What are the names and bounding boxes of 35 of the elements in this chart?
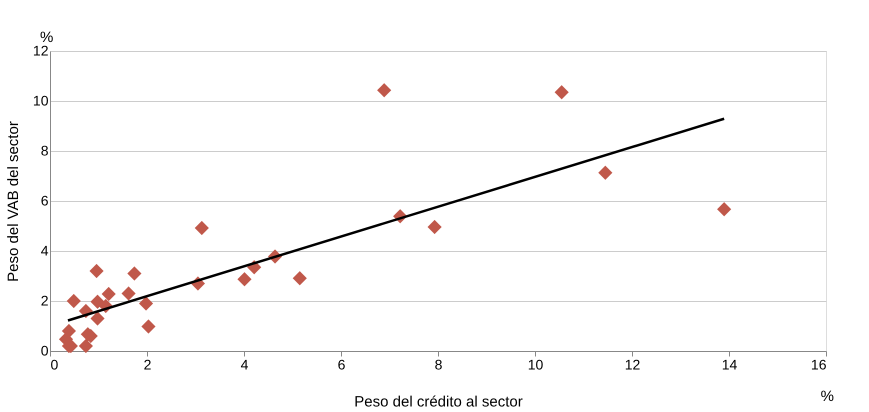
- point: [554, 85, 569, 100]
- point: [90, 311, 105, 326]
- point: [66, 294, 81, 308]
- point: [90, 294, 105, 309]
- point: [141, 319, 156, 334]
- point: [237, 272, 252, 286]
- x-tick-label: 6: [338, 356, 346, 372]
- point: [102, 286, 116, 302]
- y-tick-label: 10: [32, 92, 49, 108]
- x-tick-label: 4: [240, 356, 249, 372]
- y-tick-label: 6: [40, 192, 49, 208]
- y-tick-label: 8: [40, 142, 49, 158]
- point: [194, 220, 209, 236]
- y-tick-label: 2: [40, 292, 49, 308]
- point: [127, 266, 142, 281]
- point: [89, 264, 104, 278]
- point: [138, 296, 154, 311]
- point: [717, 202, 732, 216]
- point: [292, 271, 307, 286]
- x-tick-label: 10: [528, 356, 544, 372]
- point: [377, 83, 392, 98]
- y-axis-title: Peso del VAB del sector: [4, 121, 22, 282]
- point: [598, 166, 612, 180]
- point: [78, 338, 93, 354]
- x-axis-title: Peso del crédito al sector: [354, 394, 523, 410]
- y-tick-label: 0: [40, 342, 49, 358]
- x-tick-label: 16: [810, 356, 827, 372]
- x-tick-label: 12: [624, 356, 640, 372]
- x-tick-label: 8: [434, 356, 443, 372]
- point: [122, 286, 136, 301]
- point: [428, 220, 442, 234]
- x-tick-label: 14: [722, 356, 738, 372]
- x-tick-label: 2: [144, 356, 152, 372]
- text: %: [820, 388, 834, 405]
- y-tick-label: 4: [40, 242, 49, 258]
